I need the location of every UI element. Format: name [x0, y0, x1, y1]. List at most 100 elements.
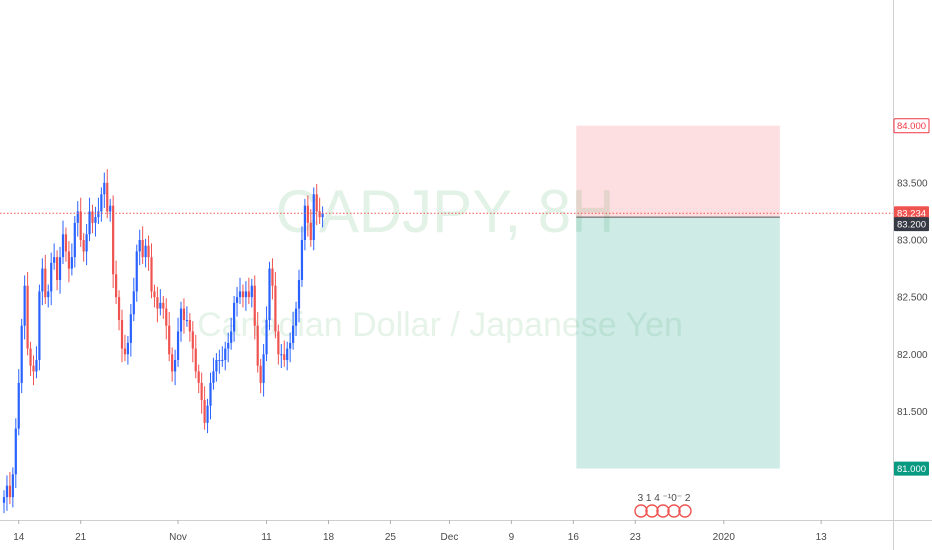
event-icon[interactable] [678, 504, 692, 518]
candle-body [259, 365, 262, 383]
candle [265, 306, 268, 362]
candle [50, 252, 53, 306]
candle-body [132, 291, 135, 315]
candle [200, 372, 203, 414]
candle [315, 184, 318, 226]
candle-body [117, 297, 121, 320]
candle [188, 313, 191, 342]
candle [268, 261, 271, 331]
candle-body [47, 291, 50, 298]
candle [58, 246, 62, 294]
candle [85, 224, 88, 266]
candle [67, 241, 70, 283]
candle-body [41, 268, 44, 292]
candle-body [85, 234, 88, 252]
candle [135, 244, 138, 302]
candle [274, 272, 277, 339]
candle [209, 372, 212, 420]
candle-body [206, 405, 209, 423]
candle-body [17, 382, 20, 429]
candle [286, 341, 289, 371]
candle [162, 296, 165, 319]
candle [26, 272, 29, 356]
candle [117, 290, 121, 331]
price-tick-label: 83.500 [897, 178, 928, 189]
candle-body [135, 251, 138, 292]
candle [256, 312, 259, 373]
candle [159, 289, 162, 316]
time-tick-label: 16 [568, 532, 580, 543]
candle [44, 254, 47, 304]
candle-body [73, 222, 76, 258]
candle-body [215, 360, 218, 372]
event-icon[interactable] [634, 504, 648, 518]
candle-body [289, 342, 292, 349]
event-icon[interactable] [667, 504, 681, 518]
current-price-tag: 83.234 [894, 206, 929, 221]
economic-events-marker[interactable]: 3 1 4 ⁻¹0⁻ 2 [634, 493, 692, 518]
price-tick-label: 81.500 [897, 407, 928, 418]
candle [259, 358, 262, 394]
candle-body [188, 320, 191, 332]
short-position-tool[interactable] [576, 125, 780, 469]
candle-body [200, 382, 203, 400]
candle [221, 346, 224, 367]
time-tick-label: 21 [75, 532, 87, 543]
candle-body [280, 354, 283, 356]
candle-body [32, 365, 35, 372]
candle-body [165, 308, 168, 326]
candle-body [120, 320, 124, 349]
candle [247, 277, 250, 304]
watermark: CADJPY, 8H Canadian Dollar / Japanese Ye… [197, 178, 683, 344]
candle-body [11, 474, 14, 498]
candle [292, 312, 295, 350]
candle-body [23, 285, 26, 326]
time-tick-label: 9 [509, 532, 515, 543]
candle [109, 198, 112, 222]
candle-body [26, 285, 29, 349]
candle [300, 226, 304, 287]
candle-body [70, 257, 73, 269]
candle [29, 341, 32, 376]
candle [73, 216, 76, 268]
candle-body [315, 194, 318, 212]
candle-body [268, 268, 271, 320]
candle-body [61, 234, 65, 258]
price-axis[interactable]: 83.500 83.000 82.500 82.000 81.500 [897, 178, 928, 418]
candle-body [67, 251, 70, 269]
candle [82, 233, 85, 262]
candle-body [235, 297, 239, 303]
candle [123, 334, 127, 362]
candle [103, 172, 106, 208]
candle-body [297, 280, 301, 309]
candle-body [227, 342, 230, 349]
event-icon[interactable] [645, 504, 659, 518]
candle-body [191, 331, 194, 349]
stop-loss-tag-box [893, 118, 930, 134]
candle-body [14, 428, 17, 475]
candle [100, 187, 103, 222]
candle [14, 418, 17, 488]
candle-body [271, 268, 274, 286]
entry-price-tag: 83.200 [894, 217, 929, 232]
candle [47, 284, 50, 308]
time-axis[interactable]: 14 21 Nov 11 18 25 Dec 9 16 23 2020 13 [13, 520, 827, 543]
time-tick-label: Dec [441, 532, 459, 543]
candle-body [312, 194, 315, 240]
candle-body [8, 485, 11, 498]
candle [150, 243, 153, 299]
candle [215, 353, 218, 382]
candle [5, 475, 9, 511]
candle [212, 357, 215, 390]
candle [129, 304, 132, 357]
candle-body [238, 291, 242, 298]
event-icon[interactable] [656, 504, 670, 518]
time-tick-label: 18 [323, 532, 335, 543]
candle-body [233, 302, 236, 332]
candle-body [168, 325, 171, 355]
candles [2, 169, 324, 514]
candle-body [303, 205, 306, 240]
